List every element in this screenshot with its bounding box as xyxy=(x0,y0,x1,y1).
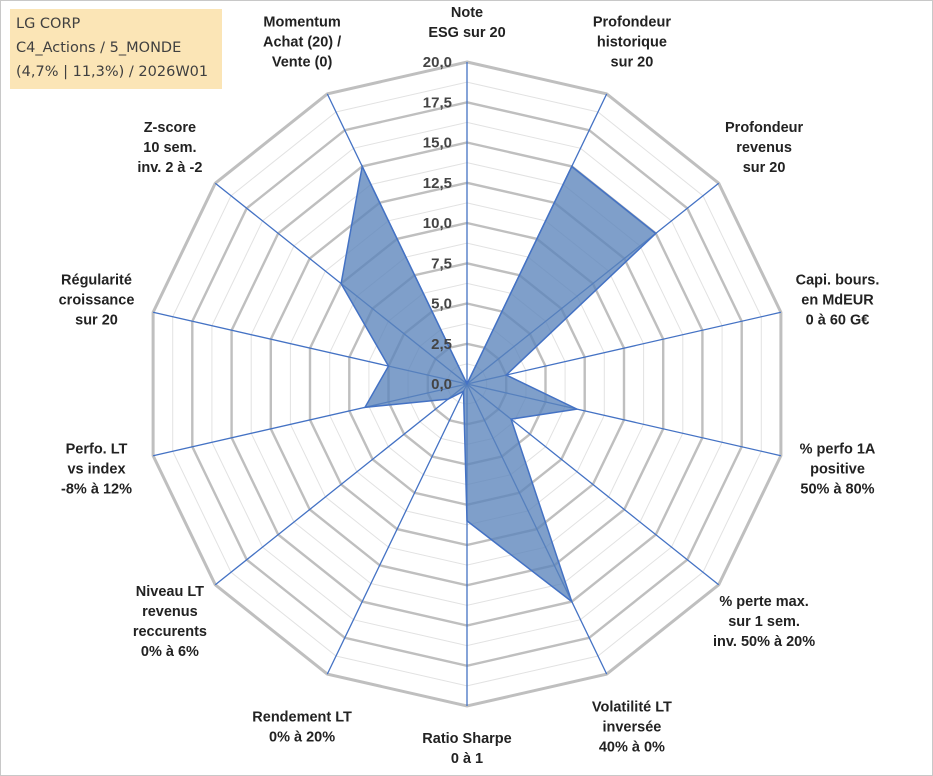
axis-label-line: Régularité xyxy=(61,272,132,288)
axis-label-3: Capi. bours. en MdEUR 0 à 60 G€ xyxy=(796,272,880,328)
axis-label-line: % perfo 1A xyxy=(800,442,876,458)
radar-series xyxy=(340,163,657,604)
performance-period: (4,7% | 11,3%) / 2026W01 xyxy=(16,64,209,80)
axis-label-10: Perfo. LT vs index -8% à 12% xyxy=(61,442,132,498)
radial-tick-label: 0,0 xyxy=(431,376,452,393)
radar-axis-labels: Note ESG sur 20 Profondeur historique sur 20… xyxy=(59,5,880,767)
axis-label-line: sur 20 xyxy=(611,55,654,71)
axis-label-line: Niveau LT xyxy=(136,584,204,600)
axis-label-line: Rendement LT xyxy=(252,709,352,725)
radial-tick-label: 10,0 xyxy=(423,215,452,232)
axis-label-line: sur 20 xyxy=(743,160,786,176)
radial-tick-label: 20,0 xyxy=(423,54,452,71)
axis-label-2: Profondeur revenus sur 20 xyxy=(725,120,803,176)
axis-label-12: Z-score 10 sem. inv. 2 à -2 xyxy=(137,120,202,176)
axis-label-line: Profondeur xyxy=(725,120,803,136)
radial-tick-label: 12,5 xyxy=(423,175,452,192)
axis-label-1: Profondeur historique sur 20 xyxy=(593,15,671,71)
axis-label-5: % perte max. sur 1 sem. inv. 50% à 20% xyxy=(713,594,815,650)
axis-label-line: % perte max. xyxy=(719,594,808,610)
axis-label-4: % perfo 1A positive 50% à 80% xyxy=(800,442,876,498)
axis-label-line: Profondeur xyxy=(593,15,671,31)
axis-label-line: Ratio Sharpe xyxy=(422,731,511,747)
axis-label-line: en MdEUR xyxy=(801,292,874,308)
axis-label-line: positive xyxy=(810,462,865,478)
axis-label-line: Momentum xyxy=(263,15,340,31)
axis-label-line: inv. 2 à -2 xyxy=(137,160,202,176)
axis-label-line: Capi. bours. xyxy=(796,272,880,288)
axis-label-line: revenus xyxy=(736,140,792,156)
radar-spoke xyxy=(326,383,468,675)
radar-spoke xyxy=(214,383,468,586)
chart-title-box: LG CORP C4_Actions / 5_MONDE (4,7% | 11,… xyxy=(10,9,222,89)
axis-label-line: 0 à 1 xyxy=(451,751,483,767)
series-area xyxy=(340,163,657,604)
portfolio-category: C4_Actions / 5_MONDE xyxy=(16,40,182,56)
axis-label-7: Ratio Sharpe 0 à 1 xyxy=(422,731,511,767)
axis-label-line: sur 20 xyxy=(75,312,118,328)
axis-label-line: revenus xyxy=(142,604,198,620)
axis-label-13: Momentum Achat (20) / Vente (0) xyxy=(263,15,341,71)
axis-label-line: vs index xyxy=(67,462,125,478)
axis-label-line: Perfo. LT xyxy=(66,442,128,458)
axis-label-line: croissance xyxy=(59,292,135,308)
axis-label-line: Note xyxy=(451,5,483,21)
radial-tick-label: 5,0 xyxy=(431,296,452,313)
axis-label-11: Régularité croissance sur 20 xyxy=(59,272,135,328)
axis-label-line: ESG sur 20 xyxy=(428,25,505,41)
axis-label-line: 0% à 20% xyxy=(269,729,335,745)
axis-label-line: inv. 50% à 20% xyxy=(713,634,815,650)
axis-label-line: 50% à 80% xyxy=(800,482,874,498)
radial-tick-label: 17,5 xyxy=(423,94,452,111)
axis-label-line: Volatilité LT xyxy=(592,699,672,715)
axis-label-line: 10 sem. xyxy=(143,140,196,156)
radar-tick-labels: 0,0 2,5 5,0 7,5 10,0 12,5 15,0 17,5 20,0 xyxy=(423,54,452,393)
axis-label-line: -8% à 12% xyxy=(61,482,132,498)
axis-label-line: inversée xyxy=(602,719,661,735)
company-name: LG CORP xyxy=(16,16,81,32)
radial-tick-label: 7,5 xyxy=(431,255,452,272)
axis-label-line: 40% à 0% xyxy=(599,739,665,755)
axis-label-line: Z-score xyxy=(144,120,196,136)
axis-label-line: historique xyxy=(597,35,667,51)
radial-tick-label: 15,0 xyxy=(423,135,452,152)
radial-tick-label: 2,5 xyxy=(431,336,452,353)
axis-label-line: 0% à 6% xyxy=(141,644,199,660)
axis-label-line: sur 1 sem. xyxy=(728,614,800,630)
axis-label-6: Volatilité LT inversée 40% à 0% xyxy=(592,699,672,755)
axis-label-0: Note ESG sur 20 xyxy=(428,5,505,41)
axis-label-line: Achat (20) / xyxy=(263,35,341,51)
axis-label-9: Niveau LT revenus reccurents 0% à 6% xyxy=(133,584,207,660)
radar-spoke xyxy=(466,311,782,385)
axis-label-line: reccurents xyxy=(133,624,207,640)
axis-label-line: 0 à 60 G€ xyxy=(806,312,870,328)
axis-label-line: Vente (0) xyxy=(272,55,333,71)
axis-label-8: Rendement LT 0% à 20% xyxy=(252,709,352,745)
